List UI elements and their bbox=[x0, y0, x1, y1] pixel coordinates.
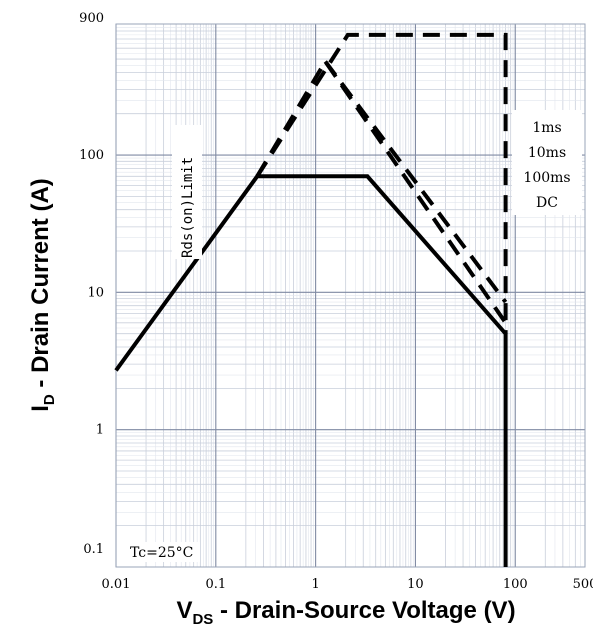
y-tick-label: 10 bbox=[87, 285, 104, 300]
series-line-10ms bbox=[323, 60, 508, 304]
y-tick-labels: 0.1 1 10 100 900 bbox=[79, 11, 104, 557]
x-tick-label: 1 bbox=[311, 577, 319, 592]
x-axis-title-main: V bbox=[176, 597, 192, 624]
x-axis-title-rest: - Drain-Source Voltage (V) bbox=[213, 597, 515, 624]
y-axis-title-sub: D bbox=[41, 394, 58, 405]
rds-on-limit-label: Rds(on)Limit bbox=[180, 157, 196, 258]
x-tick-label: 10 bbox=[407, 577, 424, 592]
y-tick-label: 1 bbox=[96, 423, 104, 438]
grid-minor bbox=[116, 23, 586, 567]
y-tick-label: 900 bbox=[79, 11, 104, 26]
y-axis-title-main: I bbox=[27, 405, 54, 412]
pulse-label-100ms: 100ms bbox=[523, 170, 570, 186]
x-axis-title: VDS - Drain-Source Voltage (V) bbox=[176, 597, 515, 628]
plot-frame bbox=[115, 23, 586, 568]
series-line-dc bbox=[114, 174, 508, 567]
pulse-label-dc: DC bbox=[536, 195, 558, 211]
y-axis-title: ID - Drain Current (A) bbox=[27, 178, 58, 412]
condition-box bbox=[128, 542, 200, 562]
limit-label-box bbox=[172, 125, 202, 259]
pulse-label-1ms: 1ms bbox=[532, 120, 561, 136]
pulse-label-10ms: 10ms bbox=[528, 145, 566, 161]
condition-label: Tc=25°C bbox=[130, 545, 193, 561]
x-axis-title-sub: DS bbox=[192, 611, 213, 628]
series-line-1ms bbox=[255, 32, 508, 334]
x-tick-label: 0.1 bbox=[205, 577, 226, 592]
y-tick-label: 100 bbox=[79, 148, 104, 163]
x-tick-labels: 0.01 0.1 1 10 100 500 bbox=[102, 577, 593, 592]
x-tick-label: 0.01 bbox=[102, 577, 131, 592]
y-axis-title-rest: - Drain Current (A) bbox=[27, 178, 54, 394]
x-tick-label: 100 bbox=[503, 577, 528, 592]
series-group bbox=[114, 32, 508, 567]
y-tick-label: 0.1 bbox=[83, 542, 104, 557]
x-tick-label: 500 bbox=[573, 577, 593, 592]
pulse-label-box bbox=[512, 110, 582, 215]
